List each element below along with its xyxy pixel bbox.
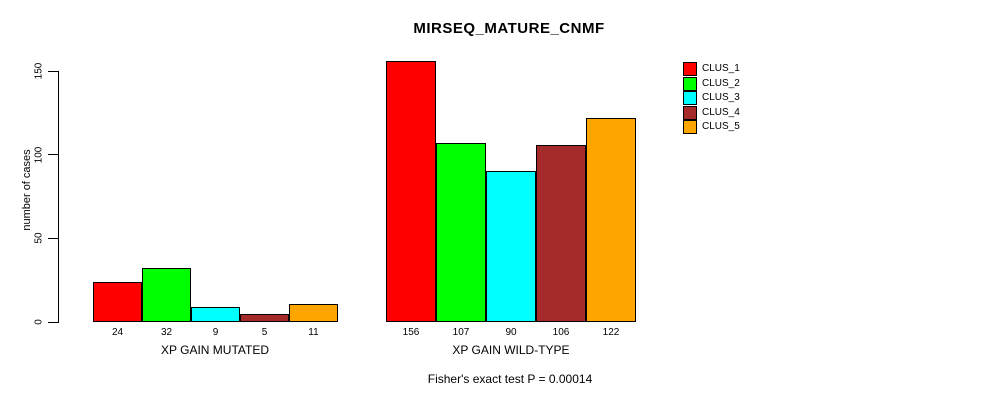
y-tick-mark [48, 70, 58, 72]
legend-label: CLUS_1 [702, 63, 740, 74]
y-axis-line [58, 71, 59, 323]
y-tick-label: 50 [33, 232, 45, 244]
legend-swatch-icon [683, 76, 697, 91]
bar-value-label: 156 [402, 327, 420, 338]
bar-value-label: 11 [308, 327, 319, 338]
legend-swatch-icon [683, 105, 697, 120]
bar-value-label: 106 [552, 327, 570, 338]
bar-value-label: 24 [111, 327, 124, 338]
bar-value-label: 9 [212, 327, 219, 338]
bar-clus_5-group1 [289, 303, 338, 322]
bar-clus_2-group1 [142, 268, 191, 322]
legend-swatch-icon [683, 91, 697, 105]
x-group-label-mutated: XP GAIN MUTATED [160, 343, 270, 357]
bar-value-label: 32 [160, 327, 173, 338]
chart-title: MIRSEQ_MATURE_CNMF [413, 20, 605, 37]
legend-label: CLUS_5 [702, 121, 740, 132]
bar-value-label: 107 [452, 327, 470, 338]
bar-value-label: 5 [261, 327, 268, 338]
bar-clus_2-group2 [436, 142, 486, 322]
legend-swatch-icon [683, 120, 697, 134]
bar-clus_4-group1 [240, 313, 289, 322]
bar-clus_1-group1 [93, 281, 142, 322]
y-tick-mark [48, 321, 58, 323]
legend-label: CLUS_3 [702, 92, 740, 103]
bar-clus_1-group2 [386, 60, 436, 322]
y-axis-label: number of cases [21, 149, 33, 231]
bar-clus_3-group2 [486, 171, 536, 322]
pvalue-footnote: Fisher's exact test P = 0.00014 [427, 372, 593, 386]
bar-value-label: 90 [505, 327, 517, 338]
y-tick-label: 0 [33, 319, 45, 325]
y-tick-mark [48, 154, 58, 156]
y-tick-label: 150 [33, 62, 45, 80]
x-group-label-wildtype: XP GAIN WILD-TYPE [452, 343, 570, 357]
bar-value-label: 122 [602, 327, 620, 338]
bar-clus_5-group2 [586, 117, 636, 322]
legend-label: CLUS_2 [702, 77, 740, 89]
legend-swatch-icon [683, 62, 697, 76]
bar-clus_3-group1 [191, 306, 240, 322]
y-tick-label: 100 [33, 146, 45, 163]
legend-label: CLUS_4 [702, 106, 740, 118]
bar-clus_4-group2 [536, 144, 586, 322]
y-tick-mark [48, 237, 58, 239]
